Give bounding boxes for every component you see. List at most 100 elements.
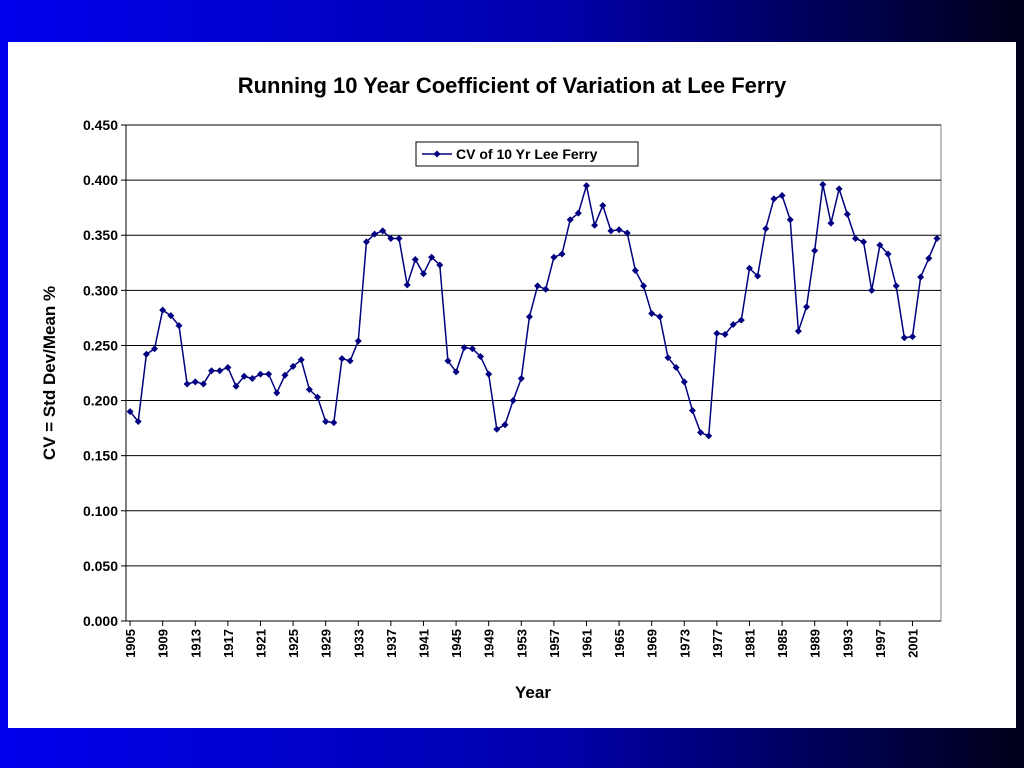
data-point	[167, 312, 175, 320]
data-point	[640, 282, 648, 290]
x-tick-label: 1973	[677, 629, 692, 658]
chart-title: Running 10 Year Coefficient of Variation…	[238, 73, 787, 98]
data-point	[534, 282, 542, 290]
data-point	[509, 397, 517, 405]
data-point	[835, 185, 843, 193]
x-tick-label: 1969	[645, 629, 660, 658]
data-point	[460, 344, 468, 352]
data-point	[289, 362, 297, 370]
data-point	[256, 370, 264, 378]
data-point	[501, 421, 509, 429]
legend-marker	[433, 150, 441, 158]
data-point	[754, 272, 762, 280]
data-point	[721, 330, 729, 338]
x-tick-label: 1925	[286, 629, 301, 658]
data-point	[672, 363, 680, 371]
data-point	[346, 357, 354, 365]
data-point	[713, 329, 721, 337]
x-tick-label: 1945	[449, 629, 464, 658]
x-tick-label: 1997	[873, 629, 888, 658]
data-point	[354, 337, 362, 345]
data-point	[819, 181, 827, 189]
x-tick-label: 1985	[775, 629, 790, 658]
y-tick-label: 0.450	[83, 117, 118, 133]
data-point	[542, 285, 550, 293]
data-point	[436, 261, 444, 269]
data-point	[126, 408, 134, 416]
data-point	[908, 333, 916, 341]
data-point	[411, 255, 419, 263]
data-point	[305, 386, 313, 394]
x-tick-label: 1913	[188, 629, 203, 658]
data-point	[705, 432, 713, 440]
data-point	[183, 380, 191, 388]
data-point	[876, 241, 884, 249]
data-point	[517, 375, 525, 383]
data-point	[330, 419, 338, 427]
x-tick-label: 1937	[384, 629, 399, 658]
data-point	[134, 417, 142, 425]
data-point	[216, 367, 224, 375]
data-point	[224, 363, 232, 371]
data-point	[387, 235, 395, 243]
data-point	[191, 378, 199, 386]
x-tick-label: 1957	[547, 629, 562, 658]
data-point	[697, 429, 705, 437]
data-point	[803, 303, 811, 311]
data-point	[778, 192, 786, 200]
x-tick-label: 1909	[156, 629, 171, 658]
x-tick-label: 1993	[840, 629, 855, 658]
x-tick-label: 1989	[808, 629, 823, 658]
data-point	[338, 355, 346, 363]
series-line	[129, 184, 938, 437]
data-point	[827, 219, 835, 227]
x-tick-label: 1917	[221, 629, 236, 658]
data-point	[860, 238, 868, 246]
data-point	[208, 367, 216, 375]
data-point	[297, 356, 305, 364]
data-point	[273, 389, 281, 397]
data-point	[175, 322, 183, 330]
data-point	[925, 254, 933, 262]
data-point	[737, 316, 745, 324]
data-point	[232, 382, 240, 390]
legend-label: CV of 10 Yr Lee Ferry	[456, 146, 598, 162]
y-tick-label: 0.300	[83, 282, 118, 298]
data-point	[403, 281, 411, 289]
data-point	[240, 372, 248, 380]
data-point	[648, 309, 656, 317]
data-point	[379, 227, 387, 235]
data-point	[607, 227, 615, 235]
y-axis-label: CV = Std Dev/Mean %	[40, 286, 59, 460]
x-tick-label: 1977	[710, 629, 725, 658]
data-point	[631, 266, 639, 274]
data-point	[582, 182, 590, 190]
data-point	[933, 235, 941, 243]
data-point	[574, 209, 582, 217]
x-tick-label: 1961	[579, 629, 594, 658]
data-point	[917, 273, 925, 281]
data-point	[550, 253, 558, 261]
data-point	[868, 286, 876, 294]
data-point	[151, 345, 159, 353]
data-point	[444, 357, 452, 365]
x-tick-label: 1941	[416, 629, 431, 658]
data-point	[892, 282, 900, 290]
y-tick-label: 0.350	[83, 227, 118, 243]
data-point	[900, 334, 908, 342]
data-point	[314, 393, 322, 401]
data-point	[794, 327, 802, 335]
data-point	[729, 321, 737, 329]
x-tick-label: 1965	[612, 629, 627, 658]
y-tick-label: 0.250	[83, 337, 118, 353]
data-point	[851, 235, 859, 243]
data-point	[395, 235, 403, 243]
y-tick-label: 0.050	[83, 558, 118, 574]
data-point	[142, 350, 150, 358]
data-point	[525, 313, 533, 321]
data-point	[485, 370, 493, 378]
data-point	[843, 210, 851, 218]
data-point	[493, 425, 501, 433]
y-tick-label: 0.400	[83, 172, 118, 188]
x-tick-label: 2001	[905, 629, 920, 658]
